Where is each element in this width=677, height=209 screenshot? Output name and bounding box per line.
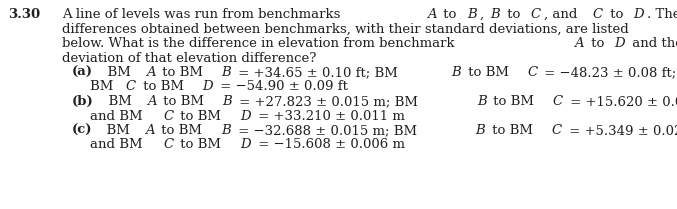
Text: = +15.620 ± 0.008 m;: = +15.620 ± 0.008 m;: [566, 95, 677, 108]
Text: to: to: [605, 8, 627, 21]
Text: to BM: to BM: [489, 95, 539, 108]
Text: BM: BM: [99, 66, 135, 79]
Text: to BM: to BM: [139, 80, 188, 93]
Text: 3.30: 3.30: [8, 8, 40, 21]
Text: A: A: [145, 124, 154, 137]
Text: B: B: [223, 95, 232, 108]
Text: below. What is the difference in elevation from benchmark: below. What is the difference in elevati…: [62, 37, 459, 50]
Text: to BM: to BM: [177, 139, 225, 152]
Text: differences obtained between benchmarks, with their standard deviations, are lis: differences obtained between benchmarks,…: [62, 23, 629, 36]
Text: deviation of that elevation difference?: deviation of that elevation difference?: [62, 51, 316, 65]
Text: = −48.23 ± 0.08 ft; and: = −48.23 ± 0.08 ft; and: [540, 66, 677, 79]
Text: D: D: [615, 37, 625, 50]
Text: B: B: [475, 124, 485, 137]
Text: D: D: [634, 8, 644, 21]
Text: A: A: [427, 8, 436, 21]
Text: to: to: [439, 8, 461, 21]
Text: C: C: [552, 124, 562, 137]
Text: C: C: [553, 95, 563, 108]
Text: D: D: [240, 110, 250, 122]
Text: A line of levels was run from benchmarks: A line of levels was run from benchmarks: [62, 8, 345, 21]
Text: C: C: [163, 139, 173, 152]
Text: , and: , and: [544, 8, 582, 21]
Text: D: D: [202, 80, 213, 93]
Text: C: C: [527, 66, 538, 79]
Text: B: B: [221, 124, 231, 137]
Text: to BM: to BM: [158, 124, 206, 137]
Text: ,: ,: [479, 8, 488, 21]
Text: (c): (c): [72, 124, 93, 137]
Text: to BM: to BM: [464, 66, 513, 79]
Text: B: B: [221, 66, 232, 79]
Text: C: C: [126, 80, 136, 93]
Text: BM: BM: [90, 80, 118, 93]
Text: C: C: [163, 110, 173, 122]
Text: D: D: [240, 139, 250, 152]
Text: and the standard: and the standard: [628, 37, 677, 50]
Text: to BM: to BM: [158, 66, 207, 79]
Text: = −54.90 ± 0.09 ft: = −54.90 ± 0.09 ft: [216, 80, 348, 93]
Text: A: A: [146, 66, 155, 79]
Text: to BM: to BM: [488, 124, 538, 137]
Text: and BM: and BM: [90, 139, 147, 152]
Text: = +33.210 ± 0.011 m: = +33.210 ± 0.011 m: [254, 110, 405, 122]
Text: = +5.349 ± 0.022 m;: = +5.349 ± 0.022 m;: [565, 124, 677, 137]
Text: (b): (b): [72, 95, 93, 108]
Text: C: C: [531, 8, 541, 21]
Text: B: B: [467, 8, 477, 21]
Text: (a): (a): [72, 66, 93, 79]
Text: to: to: [503, 8, 525, 21]
Text: A: A: [574, 37, 584, 50]
Text: and BM: and BM: [90, 110, 147, 122]
Text: A: A: [147, 95, 156, 108]
Text: B: B: [477, 95, 487, 108]
Text: = +34.65 ± 0.10 ft; BM: = +34.65 ± 0.10 ft; BM: [234, 66, 402, 79]
Text: to: to: [586, 37, 608, 50]
Text: B: B: [490, 8, 500, 21]
Text: = −15.608 ± 0.006 m: = −15.608 ± 0.006 m: [254, 139, 405, 152]
Text: to BM: to BM: [159, 95, 209, 108]
Text: = +27.823 ± 0.015 m; BM: = +27.823 ± 0.015 m; BM: [235, 95, 422, 108]
Text: to BM: to BM: [177, 110, 225, 122]
Text: BM: BM: [98, 124, 135, 137]
Text: B: B: [451, 66, 461, 79]
Text: C: C: [592, 8, 603, 21]
Text: = −32.688 ± 0.015 m; BM: = −32.688 ± 0.015 m; BM: [234, 124, 421, 137]
Text: BM: BM: [100, 95, 136, 108]
Text: . The elevation: . The elevation: [647, 8, 677, 21]
